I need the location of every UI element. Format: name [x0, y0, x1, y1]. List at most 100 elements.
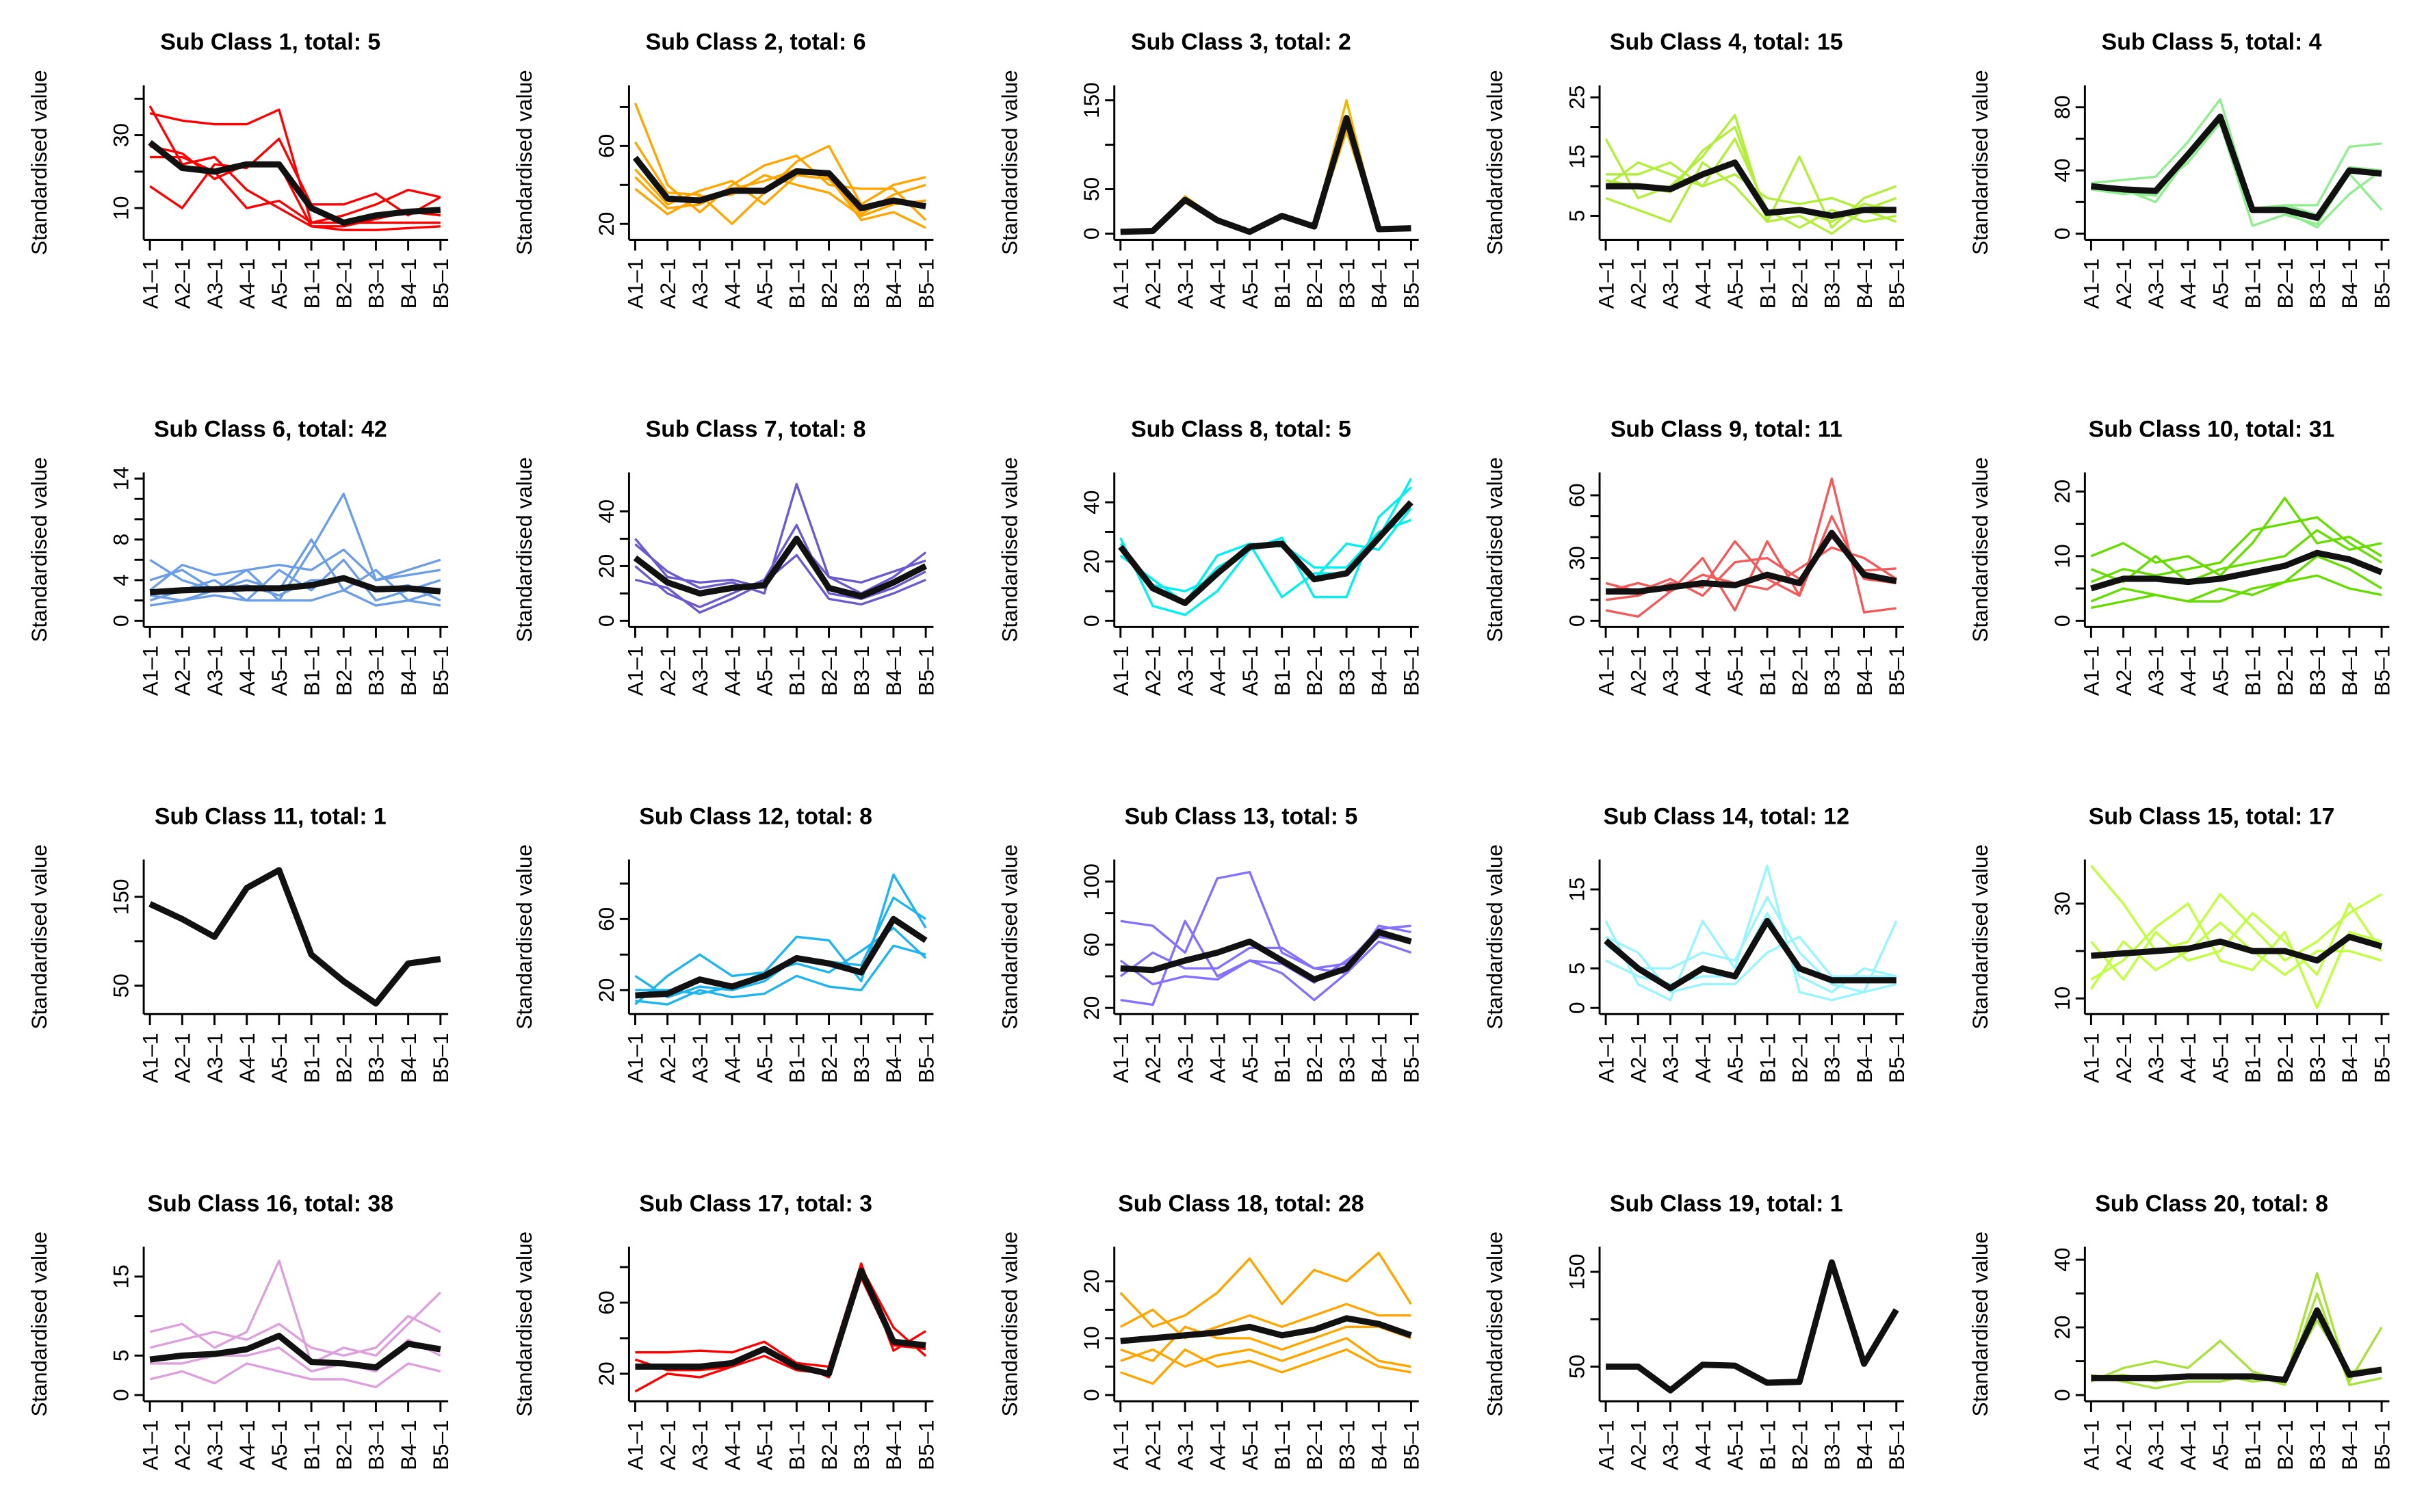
- y-tick-label: 0: [1079, 615, 1104, 627]
- x-tick-label: A5–1: [1238, 1032, 1262, 1083]
- x-tick-label: A5–1: [1238, 645, 1262, 696]
- x-tick-label: A3–1: [203, 645, 227, 696]
- panel-title: Sub Class 6, total: 42: [154, 417, 387, 443]
- x-tick-label: A4–1: [1691, 1032, 1715, 1083]
- y-axis-label: Standardised value: [27, 1231, 51, 1417]
- x-tick-label: A1–1: [1108, 259, 1133, 309]
- y-axis-label: Standardised value: [27, 457, 51, 642]
- panel-title: Sub Class 12, total: 8: [639, 803, 872, 829]
- panel-title: Sub Class 7, total: 8: [646, 417, 866, 443]
- x-tick-label: A4–1: [1206, 1420, 1230, 1470]
- member-line: [634, 168, 926, 229]
- y-axis-label: Standardised value: [1968, 70, 1992, 255]
- panel-subclass-4: Sub Class 4, total: 15 Standardised value…: [1483, 29, 1909, 309]
- y-tick-label: 30: [108, 123, 133, 147]
- x-tick-label: A2–1: [1626, 1420, 1651, 1470]
- x-tick-label: A3–1: [1658, 1032, 1683, 1083]
- member-line: [1119, 478, 1412, 599]
- x-tick-label: A4–1: [1206, 1032, 1230, 1083]
- member-line: [634, 482, 927, 595]
- x-tick-label: A2–1: [2111, 645, 2136, 696]
- panel-title: Sub Class 9, total: 11: [1611, 417, 1842, 443]
- x-tick-label: B5–1: [1399, 259, 1424, 309]
- y-axis-label: Standardised value: [512, 457, 536, 642]
- x-tick-label: B5–1: [1399, 1032, 1424, 1083]
- x-tick-label: A5–1: [752, 1420, 777, 1470]
- x-tick-label: B5–1: [1884, 1420, 1909, 1470]
- x-tick-label: A2–1: [1141, 1420, 1165, 1470]
- x-tick-label: A5–1: [1723, 1420, 1747, 1470]
- y-tick-label: 20: [2050, 480, 2074, 504]
- x-tick-label: A5–1: [1723, 645, 1747, 696]
- mean-line: [1604, 917, 1897, 991]
- x-tick-label: A2–1: [170, 1420, 195, 1470]
- mean-line: [149, 575, 441, 596]
- x-tick-label: A4–1: [2176, 259, 2200, 309]
- member-line: [1120, 1337, 1411, 1368]
- mean-line: [1606, 1259, 1899, 1394]
- y-tick-label: 20: [594, 554, 618, 578]
- x-tick-label: A3–1: [1173, 259, 1197, 309]
- y-tick-label: 0: [2050, 228, 2074, 240]
- member-line: [1119, 507, 1412, 605]
- x-tick-label: A3–1: [688, 1420, 712, 1470]
- x-tick-label: B3–1: [849, 1420, 874, 1470]
- x-tick-label: B3–1: [1820, 259, 1845, 309]
- panel-subclass-13: Sub Class 13, total: 5 Standardised value…: [997, 803, 1423, 1083]
- mean-line: [1120, 1315, 1412, 1344]
- x-tick-label: B1–1: [785, 1420, 809, 1470]
- mean-line: [1606, 530, 1897, 595]
- x-tick-label: A3–1: [1658, 1420, 1683, 1470]
- x-tick-label: B3–1: [2305, 1032, 2330, 1083]
- y-tick-label: 60: [594, 907, 618, 931]
- mean-line: [632, 155, 926, 211]
- x-tick-label: A1–1: [623, 1420, 648, 1470]
- y-tick-label: 5: [108, 1350, 133, 1362]
- x-tick-label: B3–1: [2305, 1420, 2330, 1470]
- y-tick-label: 20: [1079, 549, 1104, 573]
- x-tick-label: B1–1: [1755, 645, 1780, 696]
- x-tick-label: A3–1: [1658, 259, 1683, 309]
- mean-line: [2090, 114, 2382, 221]
- y-tick-label: 0: [2050, 1389, 2074, 1401]
- member-line: [1119, 1303, 1411, 1340]
- mean-line: [2091, 1307, 2382, 1383]
- x-tick-label: B4–1: [1852, 1420, 1877, 1470]
- member-line: [634, 141, 926, 225]
- panel-subclass-6: Sub Class 6, total: 42 Standardised value…: [27, 417, 453, 696]
- x-tick-label: A1–1: [1593, 1420, 1618, 1470]
- x-tick-label: A1–1: [1593, 645, 1618, 696]
- member-line: [1120, 99, 1411, 233]
- x-tick-label: A4–1: [235, 1420, 259, 1470]
- x-tick-label: A4–1: [1691, 1420, 1715, 1470]
- x-tick-label: A2–1: [1626, 645, 1651, 696]
- x-tick-label: A4–1: [1691, 259, 1715, 309]
- mean-line: [1606, 159, 1897, 220]
- x-tick-label: B2–1: [1787, 645, 1812, 696]
- x-tick-label: A1–1: [623, 259, 648, 309]
- y-tick-label: 10: [1079, 1326, 1104, 1350]
- x-tick-label: B5–1: [2369, 1420, 2394, 1470]
- x-tick-label: B3–1: [1334, 645, 1359, 696]
- panel-title: Sub Class 10, total: 31: [2089, 417, 2335, 443]
- mean-line: [635, 915, 928, 999]
- x-tick-label: A3–1: [203, 1420, 227, 1470]
- x-tick-label: A3–1: [2143, 259, 2168, 309]
- x-tick-label: B4–1: [1852, 645, 1877, 696]
- x-tick-label: B2–1: [332, 1420, 356, 1470]
- y-axis-label: Standardised value: [1968, 844, 1992, 1030]
- y-tick-label: 14: [108, 467, 133, 491]
- y-tick-label: 150: [1564, 1254, 1589, 1290]
- x-tick-label: A1–1: [623, 1032, 648, 1083]
- x-tick-label: B1–1: [1270, 1420, 1294, 1470]
- x-tick-label: B5–1: [913, 645, 938, 696]
- panel-subclass-11: Sub Class 11, total: 1 Standardised value…: [27, 803, 453, 1083]
- x-tick-label: A2–1: [170, 645, 195, 696]
- member-line: [2091, 98, 2382, 210]
- y-tick-label: 10: [2050, 987, 2074, 1011]
- x-tick-label: B5–1: [2369, 259, 2394, 309]
- member-line: [1120, 1325, 1412, 1362]
- x-tick-label: A5–1: [267, 1420, 291, 1470]
- x-tick-label: B2–1: [1302, 259, 1327, 309]
- x-tick-label: B1–1: [1755, 259, 1780, 309]
